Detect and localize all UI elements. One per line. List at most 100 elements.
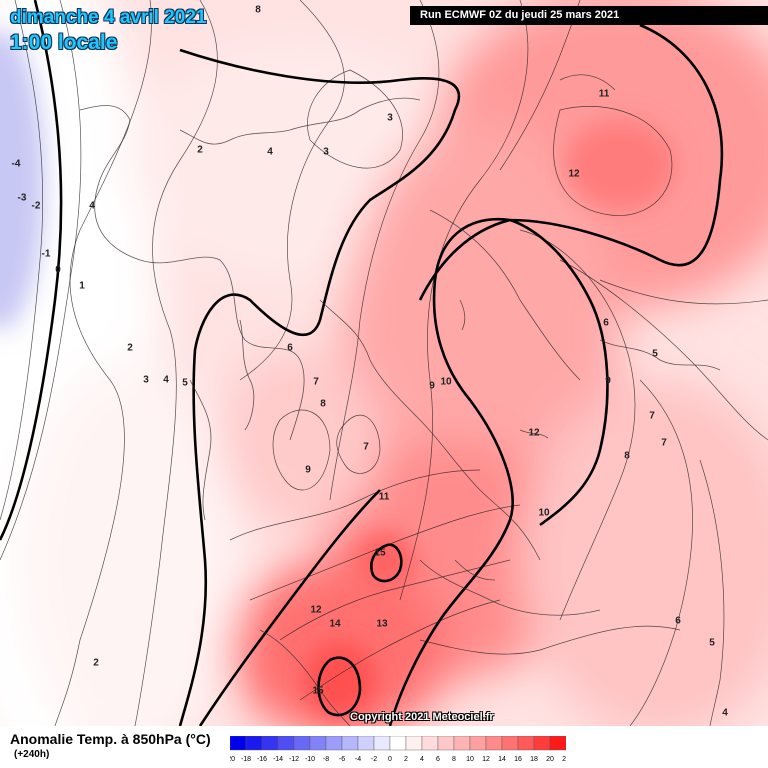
isotherm-label: 10 xyxy=(440,377,452,388)
isotherm-label: 7 xyxy=(313,377,319,388)
isotherm-label: 0 xyxy=(55,265,61,276)
isotherm-label: 3 xyxy=(387,113,393,124)
isotherm-label: 14 xyxy=(329,619,341,630)
legend-tick-label: 18 xyxy=(530,756,538,763)
legend-swatch xyxy=(357,736,375,751)
isotherm-label: 2 xyxy=(197,145,203,156)
isotherm-label: 4 xyxy=(267,147,273,158)
isotherm-label: 6 xyxy=(603,318,609,329)
isotherm-label: 10 xyxy=(538,508,550,519)
legend-swatch xyxy=(453,736,471,751)
isotherm-label: 13 xyxy=(376,619,388,630)
isotherm-label: 4 xyxy=(722,708,728,719)
legend-swatch xyxy=(517,736,535,751)
isotherm-label: 15 xyxy=(312,686,324,697)
map-footer: Anomalie Temp. à 850hPa (°C) (+240h) -20… xyxy=(0,726,768,768)
legend-tick-label: -12 xyxy=(289,756,299,763)
legend-tick-label: -20 xyxy=(230,756,235,763)
temperature-anomaly-map: 8 4 3 3 2 11 12 -4 -3 -2 4 -1 0 1 2 3 4 … xyxy=(0,0,768,726)
legend-tick-label: -2 xyxy=(371,756,377,763)
legend-tick-label: 12 xyxy=(482,756,490,763)
isotherm-label: 9 xyxy=(305,465,311,476)
legend-tick-label: 20 xyxy=(546,756,554,763)
model-run-banner: Run ECMWF 0Z du jeudi 25 mars 2021 xyxy=(410,6,768,25)
isotherm-label: 11 xyxy=(379,492,390,503)
isotherm-label: 8 xyxy=(624,451,630,462)
legend-swatch xyxy=(437,736,455,751)
isotherm-label: 12 xyxy=(310,605,322,616)
isotherm-label: 3 xyxy=(143,375,149,386)
legend-swatch xyxy=(421,736,439,751)
legend-swatch xyxy=(230,736,247,751)
legend-tick-label: 22 xyxy=(562,756,566,763)
legend-swatch xyxy=(293,736,311,751)
legend-tick-label: 8 xyxy=(452,756,456,763)
isotherm-label: 9 xyxy=(429,381,435,392)
isotherm-label: 6 xyxy=(287,343,293,354)
legend-swatch xyxy=(309,736,327,751)
legend-tick-label: 2 xyxy=(404,756,408,763)
isotherm-label: -3 xyxy=(18,193,27,204)
isotherm-label: 1 xyxy=(79,281,85,292)
legend-tick-label: -8 xyxy=(323,756,329,763)
isotherm-label: 5 xyxy=(709,638,715,649)
legend-tick-label: -4 xyxy=(355,756,361,763)
isotherm-label: 2 xyxy=(127,343,133,354)
forecast-time-title: 1:00 locale xyxy=(10,31,118,54)
legend-tick-label: -18 xyxy=(241,756,251,763)
legend-swatch xyxy=(389,736,407,751)
legend-tick-label: 0 xyxy=(388,756,392,763)
isotherm-label: 4 xyxy=(163,375,169,386)
isotherm-label: 11 xyxy=(599,89,610,100)
isotherm-label: 2 xyxy=(93,658,99,669)
isotherm-label: 7 xyxy=(649,411,655,422)
legend-tick-label: -6 xyxy=(339,756,345,763)
legend-swatch xyxy=(405,736,423,751)
legend-swatch xyxy=(373,736,391,751)
isotherm-label: 5 xyxy=(182,378,188,389)
legend-swatch xyxy=(549,736,566,751)
legend-tick-label: 16 xyxy=(514,756,522,763)
legend-swatch xyxy=(501,736,519,751)
legend-tick-label: 4 xyxy=(420,756,424,763)
isotherm-label: 15 xyxy=(374,548,386,559)
legend-tick-label: 14 xyxy=(498,756,506,763)
isotherm-label: 7 xyxy=(661,438,667,449)
isotherm-label: -4 xyxy=(12,159,21,170)
isotherm-label: 12 xyxy=(568,169,580,180)
copyright-notice: Copyright 2021 Meteociel.fr xyxy=(350,711,494,723)
isotherm-label: 8 xyxy=(255,5,261,16)
isotherm-label: -2 xyxy=(32,201,41,212)
isotherm-label: 5 xyxy=(652,349,658,360)
legend-tick-label: 10 xyxy=(466,756,474,763)
legend-swatch xyxy=(485,736,503,751)
isotherm-label: 12 xyxy=(528,428,540,439)
isotherm-label: 6 xyxy=(675,616,681,627)
lead-time-label: (+240h) xyxy=(14,749,50,760)
legend-tick-label: -10 xyxy=(305,756,315,763)
color-scale-legend: -20-18-16-14-12-10-8-6-4-202468101214161… xyxy=(230,736,566,763)
isotherm-label: 8 xyxy=(320,399,326,410)
forecast-date-title: dimanche 4 avril 2021 xyxy=(10,7,207,28)
legend-tick-label: 6 xyxy=(436,756,440,763)
legend-tick-label: -14 xyxy=(273,756,283,763)
isotherm-label: 4 xyxy=(89,201,95,212)
legend-tick-label: -16 xyxy=(257,756,267,763)
thick-isotherms xyxy=(0,0,724,726)
variable-label: Anomalie Temp. à 850hPa (°C) xyxy=(10,731,211,747)
legend-swatch xyxy=(325,736,343,751)
isotherm-label: 9 xyxy=(605,376,611,387)
isotherm-label: 3 xyxy=(323,147,329,158)
isotherm-labels: 8 4 3 3 2 11 12 -4 -3 -2 4 -1 0 1 2 3 4 … xyxy=(12,5,729,719)
legend-swatch xyxy=(261,736,279,751)
isotherm-label: 7 xyxy=(363,442,369,453)
isotherm-label: -1 xyxy=(42,249,51,260)
legend-swatch xyxy=(245,736,263,751)
legend-swatch xyxy=(533,736,551,751)
legend-swatch xyxy=(469,736,487,751)
coastlines xyxy=(79,74,721,726)
legend-swatch xyxy=(341,736,359,751)
legend-swatch xyxy=(277,736,295,751)
anomaly-shading xyxy=(0,0,768,726)
